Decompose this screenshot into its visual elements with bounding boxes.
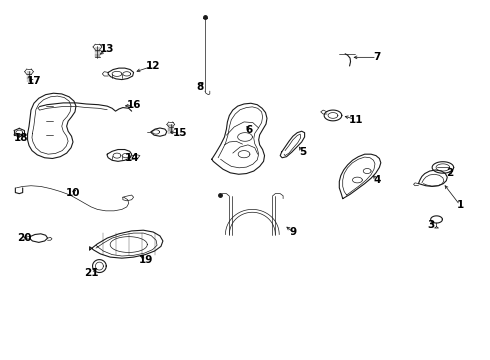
- Text: 8: 8: [196, 82, 204, 92]
- Text: 4: 4: [373, 175, 381, 185]
- Text: 6: 6: [245, 125, 252, 135]
- Text: 1: 1: [456, 200, 464, 210]
- Text: 11: 11: [349, 115, 364, 125]
- Text: 13: 13: [100, 44, 115, 54]
- Text: 10: 10: [66, 188, 80, 198]
- Text: 7: 7: [373, 52, 381, 62]
- Text: 5: 5: [299, 147, 306, 157]
- Text: 21: 21: [84, 268, 98, 278]
- Text: 19: 19: [139, 255, 153, 265]
- Text: 14: 14: [124, 153, 139, 163]
- Text: 9: 9: [289, 227, 296, 237]
- Text: 2: 2: [446, 168, 454, 178]
- Text: 18: 18: [14, 133, 28, 143]
- Text: 16: 16: [126, 100, 141, 111]
- Text: 12: 12: [146, 61, 160, 71]
- Text: 15: 15: [173, 129, 188, 138]
- Text: 17: 17: [26, 76, 41, 86]
- Text: 3: 3: [427, 220, 434, 230]
- Text: 20: 20: [17, 233, 31, 243]
